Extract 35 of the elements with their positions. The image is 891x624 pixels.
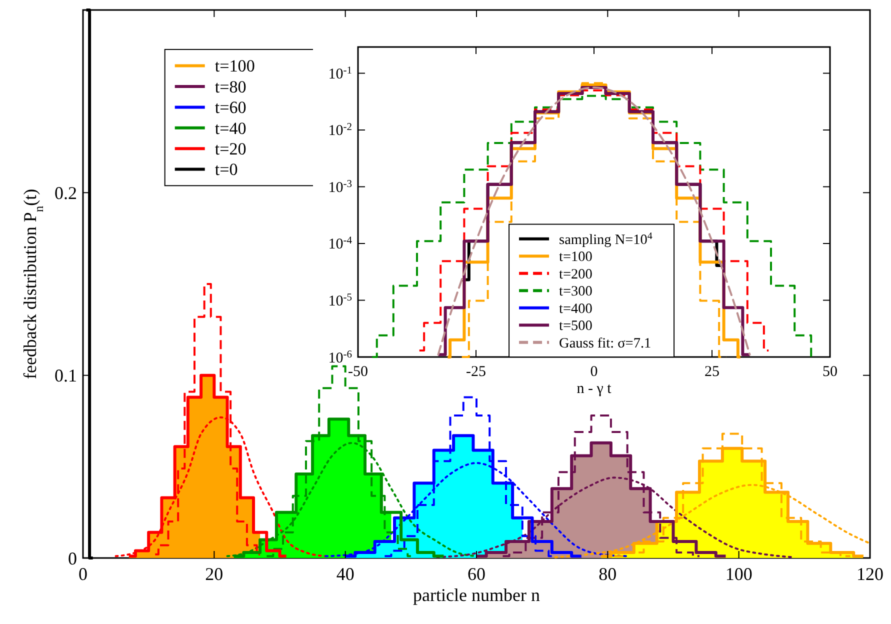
legend-label: t=0 — [214, 160, 238, 180]
legend-label: t=300 — [559, 284, 592, 300]
y-tick-label: 10$^{-6}$ — [328, 348, 352, 366]
legend-label: t=60 — [214, 98, 246, 118]
y-tick-label: 10$^{-5}$ — [328, 292, 352, 310]
x-tick-label: -50 — [348, 364, 368, 380]
x-axis-title: particle number n — [413, 585, 540, 606]
y-tick-label: 10$^{-1}$ — [328, 64, 352, 82]
legend-label: t=200 — [559, 266, 592, 282]
y-tick-label: 0 — [68, 548, 77, 568]
x-tick-label: 50 — [822, 364, 838, 380]
x-tick-label: 20 — [205, 564, 224, 584]
x-tick-label: 60 — [468, 564, 486, 584]
x-tick-label: 25 — [704, 364, 720, 380]
x-tick-label: 0 — [590, 364, 598, 380]
x-tick-label: 100 — [725, 564, 752, 584]
legend-label: t=100 — [559, 249, 592, 266]
legend-label: t=20 — [214, 140, 246, 159]
legend-label: t=100 — [214, 56, 255, 76]
x-tick-label: 80 — [598, 564, 617, 584]
x-tick-label: -25 — [466, 364, 486, 380]
y-tick-label: 10$^{-4}$ — [328, 235, 353, 253]
x-tick-label: 120 — [856, 564, 884, 584]
legend-label: sampling N=10$^{4}$ — [559, 230, 652, 248]
y-tick-label: 10$^{-2}$ — [328, 122, 352, 140]
y-tick-label: 10$^{-3}$ — [328, 178, 352, 196]
x-axis-title: n - γ t — [576, 381, 612, 397]
x-tick-label: 40 — [336, 564, 354, 584]
legend-label: t=40 — [214, 118, 246, 138]
y-tick-label: 0.2 — [54, 182, 77, 203]
legend-label: t=80 — [214, 77, 246, 96]
legend-label: t=500 — [559, 318, 592, 334]
legend-label: t=400 — [559, 300, 592, 317]
legend-label: Gauss fit: σ=7.1 — [559, 335, 652, 352]
y-tick-label: 0.1 — [54, 366, 77, 386]
